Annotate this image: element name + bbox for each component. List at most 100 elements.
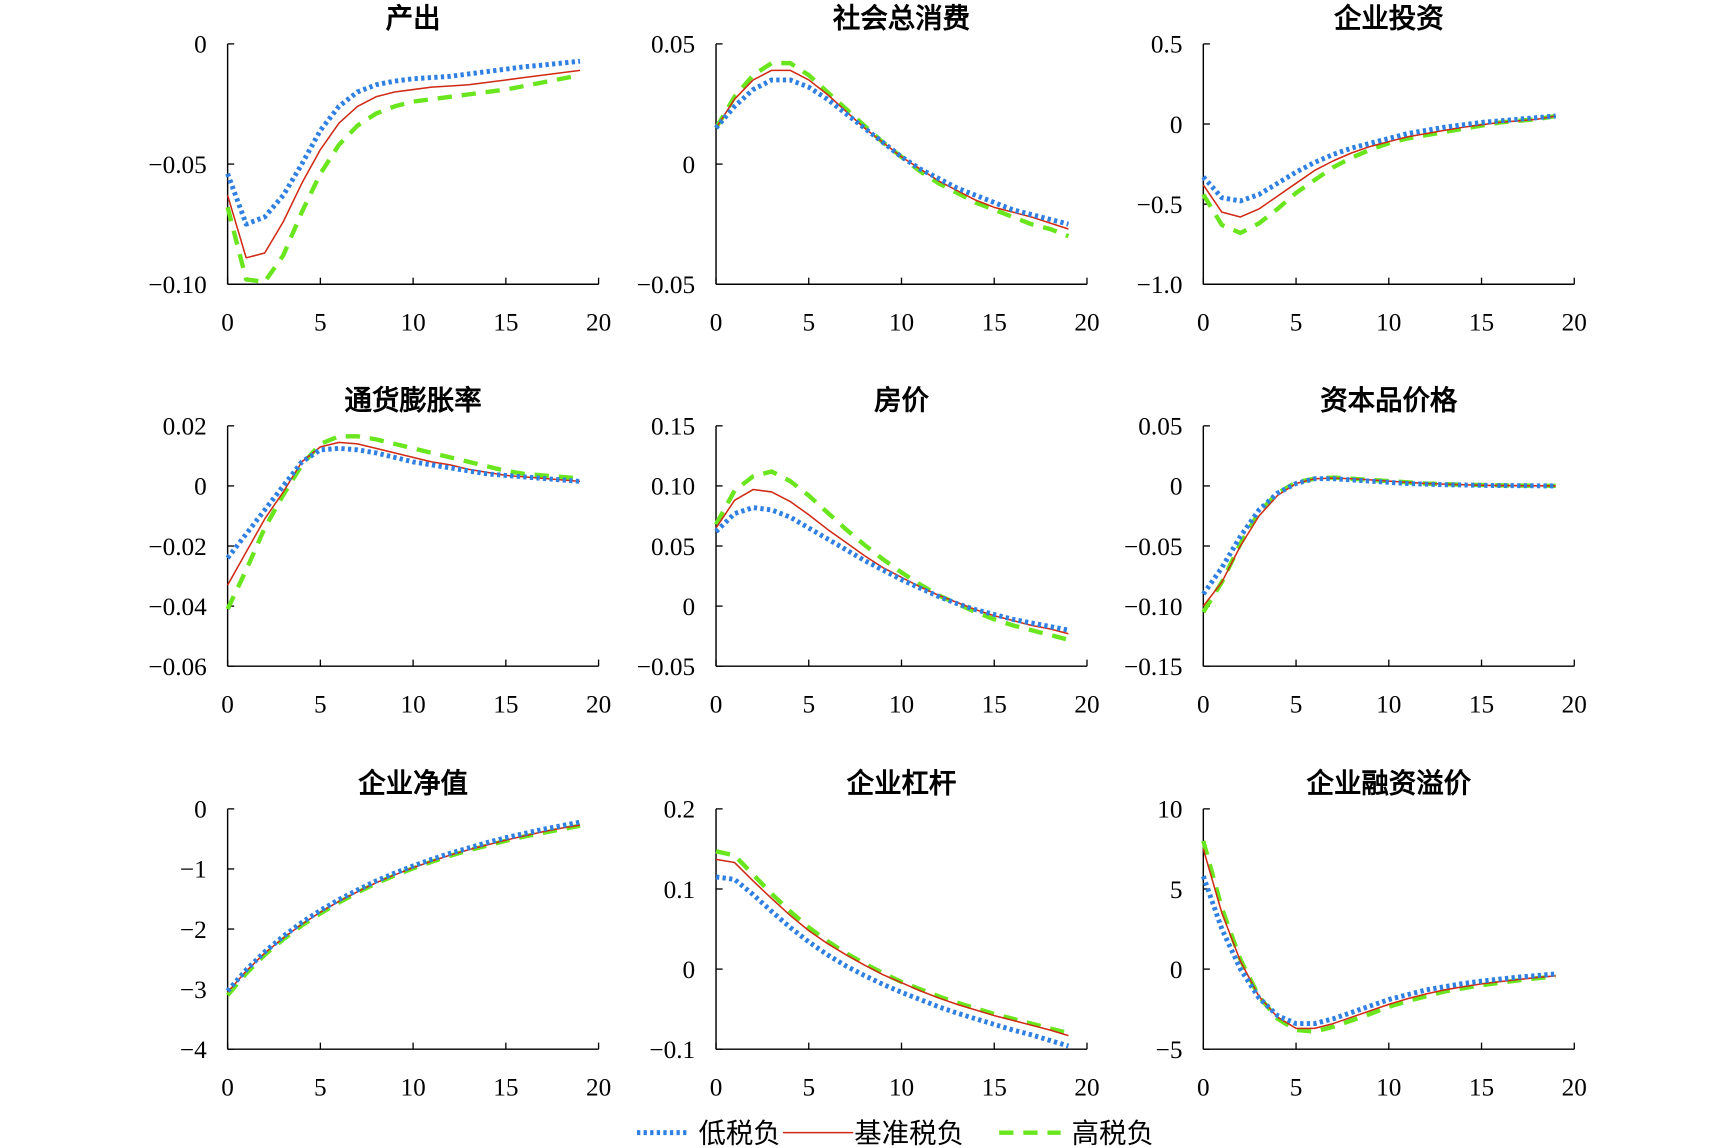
x-tick-label: 0 xyxy=(1197,1074,1210,1101)
series-line-high-tax xyxy=(714,469,1069,642)
y-tick-label: −1.0 xyxy=(1137,272,1183,299)
x-tick-label: 20 xyxy=(586,1074,611,1101)
y-tick-label: −0.05 xyxy=(637,272,695,299)
y-tick-label: −0.06 xyxy=(148,654,206,681)
chart-panel-1: 产出 0 −0.05 −0.10 0 5 10 15 20 xyxy=(148,3,611,336)
y-tick-label: −5 xyxy=(1156,1037,1183,1064)
series-line-baseline-tax xyxy=(226,441,581,586)
x-tick-label: 5 xyxy=(802,309,815,336)
x-tick-label: 15 xyxy=(493,1074,518,1101)
y-tick-label: 0 xyxy=(683,152,696,179)
y-tick-label: −4 xyxy=(180,1037,207,1064)
x-tick-label: 10 xyxy=(400,691,425,718)
series-line-low-tax xyxy=(1201,113,1556,204)
y-tick-label: 0.1 xyxy=(664,877,696,904)
series-line-baseline-tax xyxy=(715,858,1069,1037)
y-tick-label: 0 xyxy=(683,957,696,984)
y-tick-label: −0.10 xyxy=(1124,594,1182,621)
x-tick-label: 0 xyxy=(1197,691,1210,718)
series-line-baseline-tax xyxy=(1202,848,1556,1030)
x-tick-label: 20 xyxy=(1074,309,1099,336)
x-tick-label: 20 xyxy=(1074,1074,1099,1101)
chart-panel-2: 社会总消费 0.05 0 −0.05 0 5 10 15 20 xyxy=(637,2,1100,336)
x-tick-label: 15 xyxy=(493,691,518,718)
chart-panel-8: 企业杠杆 0.2 0.1 0 −0.1 0 5 10 15 20 xyxy=(649,767,1099,1101)
x-tick-label: 5 xyxy=(314,1074,327,1101)
x-tick-label: 10 xyxy=(400,1074,425,1101)
x-tick-label: 0 xyxy=(710,309,723,336)
x-tick-label: 5 xyxy=(1290,309,1303,336)
y-tick-label: −0.10 xyxy=(148,272,206,299)
y-tick-label: −2 xyxy=(180,917,207,944)
x-tick-label: 10 xyxy=(1376,691,1401,718)
panel-title: 房价 xyxy=(874,384,929,415)
y-tick-label: 5 xyxy=(1170,877,1183,904)
y-tick-label: −0.04 xyxy=(148,594,207,621)
x-tick-label: 5 xyxy=(1290,691,1303,718)
x-tick-label: 15 xyxy=(982,691,1007,718)
x-tick-label: 0 xyxy=(710,691,723,718)
series-line-baseline-tax xyxy=(715,69,1069,230)
legend: 低税负 基准税负 高税负 xyxy=(636,1119,1154,1148)
series-line-low-tax xyxy=(225,819,581,993)
y-tick-label: −1 xyxy=(180,857,207,884)
series-line-low-tax xyxy=(225,58,581,227)
x-tick-label: 15 xyxy=(1469,1074,1494,1101)
y-tick-label: 0 xyxy=(194,474,207,501)
x-tick-label: 0 xyxy=(221,309,234,336)
y-tick-label: 0.10 xyxy=(651,474,695,501)
y-tick-label: −0.05 xyxy=(148,152,206,179)
x-tick-label: 20 xyxy=(1074,691,1099,718)
panel-title: 企业净值 xyxy=(358,767,468,798)
x-tick-label: 15 xyxy=(493,309,518,336)
chart-panel-4: 通货膨胀率 0.02 0 −0.02 −0.04 −0.06 0 5 10 15 20 xyxy=(148,384,611,718)
x-tick-label: 10 xyxy=(889,691,914,718)
x-tick-label: 10 xyxy=(1376,309,1401,336)
y-tick-label: −0.5 xyxy=(1137,192,1183,219)
x-tick-label: 10 xyxy=(1376,1074,1401,1101)
y-tick-label: 0.02 xyxy=(163,414,207,441)
x-tick-label: 15 xyxy=(1469,691,1494,718)
x-tick-label: 5 xyxy=(802,1074,815,1101)
series-line-low-tax xyxy=(1200,875,1556,1027)
y-tick-label: 0.05 xyxy=(651,32,695,59)
y-tick-label: −3 xyxy=(180,977,207,1004)
legend-label-baseline-tax: 基准税负 xyxy=(854,1119,964,1148)
x-tick-label: 0 xyxy=(221,691,234,718)
x-tick-label: 5 xyxy=(802,691,815,718)
panel-title: 企业融资溢价 xyxy=(1307,767,1472,798)
panel-title: 企业杠杆 xyxy=(847,767,957,798)
x-tick-label: 20 xyxy=(586,691,611,718)
series-line-baseline-tax xyxy=(226,69,581,259)
y-tick-label: 0 xyxy=(683,594,696,621)
y-tick-label: −0.05 xyxy=(1124,534,1182,561)
x-tick-label: 10 xyxy=(889,309,914,336)
x-tick-label: 5 xyxy=(1290,1074,1303,1101)
chart-panel-3: 企业投资 0.5 0 −0.5 −1.0 0 5 10 15 20 xyxy=(1137,2,1587,336)
series-line-high-tax xyxy=(225,434,581,611)
x-tick-label: 0 xyxy=(221,1074,234,1101)
x-tick-label: 5 xyxy=(314,691,327,718)
x-tick-label: 15 xyxy=(982,309,1007,336)
y-tick-label: 0.2 xyxy=(664,797,696,824)
y-tick-label: 0 xyxy=(194,32,207,59)
x-tick-label: 0 xyxy=(1197,309,1210,336)
y-tick-label: 0 xyxy=(1170,474,1183,501)
x-tick-label: 10 xyxy=(400,309,425,336)
x-tick-label: 20 xyxy=(1562,1074,1587,1101)
x-tick-label: 15 xyxy=(982,1074,1007,1101)
x-tick-label: 20 xyxy=(586,309,611,336)
panel-title: 企业投资 xyxy=(1334,2,1444,33)
chart-panel-5: 房价 0.15 0.10 0.05 0 −0.05 0 5 10 15 20 xyxy=(637,384,1100,718)
y-tick-label: −0.05 xyxy=(637,654,695,681)
y-tick-label: 0.05 xyxy=(651,534,695,561)
legend-label-high-tax: 高税负 xyxy=(1072,1119,1154,1148)
panel-title: 通货膨胀率 xyxy=(345,384,482,415)
y-tick-label: −0.02 xyxy=(148,534,206,561)
x-tick-label: 20 xyxy=(1562,309,1587,336)
series-line-high-tax xyxy=(714,60,1070,239)
chart-panel-6: 资本品价格 0.05 0 −0.05 −0.10 −0.15 0 5 10 15 20 xyxy=(1124,385,1587,718)
